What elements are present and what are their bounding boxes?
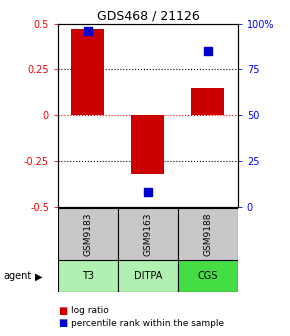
Bar xyxy=(58,260,118,292)
Text: ▶: ▶ xyxy=(35,271,43,281)
Point xyxy=(206,48,210,54)
Text: log ratio: log ratio xyxy=(71,306,109,315)
Bar xyxy=(118,260,178,292)
Bar xyxy=(58,208,118,260)
Text: T3: T3 xyxy=(82,271,94,281)
Text: ■: ■ xyxy=(58,306,67,316)
Text: DITPA: DITPA xyxy=(134,271,162,281)
Bar xyxy=(191,88,224,115)
Bar xyxy=(131,115,164,174)
Text: CGS: CGS xyxy=(198,271,218,281)
Title: GDS468 / 21126: GDS468 / 21126 xyxy=(97,9,199,23)
Text: GSM9188: GSM9188 xyxy=(203,213,212,256)
Text: GSM9183: GSM9183 xyxy=(84,213,93,256)
Bar xyxy=(178,208,238,260)
Bar xyxy=(118,208,178,260)
Bar xyxy=(71,29,104,115)
Text: GSM9163: GSM9163 xyxy=(143,213,153,256)
Bar xyxy=(178,260,238,292)
Point xyxy=(86,28,90,34)
Text: percentile rank within the sample: percentile rank within the sample xyxy=(71,319,224,328)
Text: ■: ■ xyxy=(58,318,67,328)
Text: agent: agent xyxy=(3,271,31,281)
Point xyxy=(146,189,150,195)
